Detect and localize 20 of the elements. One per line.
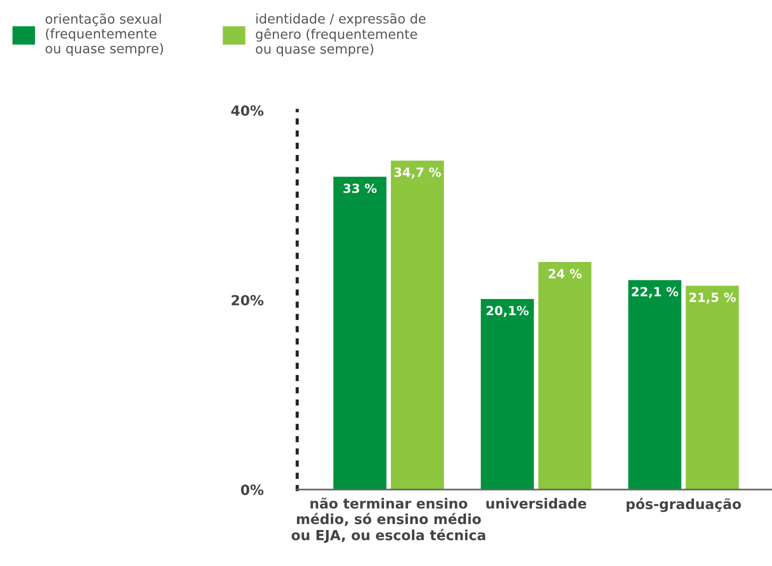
data-label: 20,1% — [486, 306, 529, 317]
data-label: 21,5 % — [689, 292, 736, 304]
x-tick-label: pós-graduação — [626, 498, 741, 512]
legend-label: identidade / expressão de gênero (frequentemente ou quase sempre) — [256, 13, 426, 56]
data-label: 34,7 % — [394, 167, 441, 179]
bar — [480, 299, 534, 490]
bar — [686, 286, 739, 490]
bar — [538, 262, 592, 490]
x-tick-label: não terminar ensino médio, só ensino médio ou EJA, ou escola técnica — [292, 498, 486, 543]
y-tick-label: 20% — [232, 294, 264, 306]
x-tick-label: universidade — [486, 498, 586, 509]
bar — [390, 160, 444, 490]
data-label: 33 % — [344, 184, 377, 194]
bar — [628, 280, 682, 490]
legend-label: orientação sexual (frequentemente ou quase sempre) — [46, 13, 163, 56]
data-label: 24 % — [548, 268, 582, 278]
data-label: 22,1 % — [632, 286, 678, 298]
y-tick-label: 40% — [231, 105, 264, 116]
bar — [333, 176, 386, 490]
y-tick-label: 0% — [240, 484, 264, 496]
